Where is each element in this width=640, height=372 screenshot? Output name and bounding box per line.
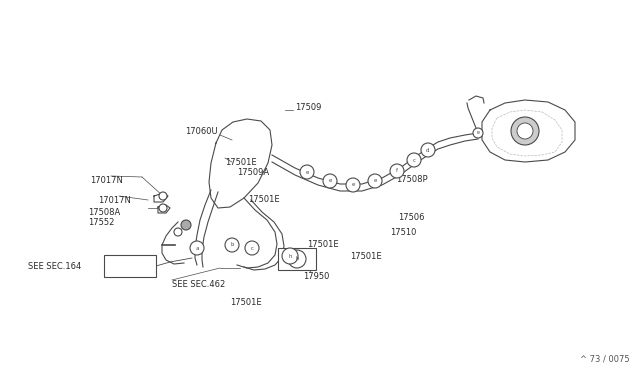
Circle shape [190, 241, 204, 255]
Text: SEE SEC.164: SEE SEC.164 [28, 262, 81, 271]
Text: f: f [396, 169, 398, 173]
Text: 17552: 17552 [88, 218, 115, 227]
Circle shape [282, 248, 298, 264]
Circle shape [159, 204, 167, 212]
Text: 17501E: 17501E [230, 298, 262, 307]
FancyBboxPatch shape [278, 248, 316, 270]
Circle shape [473, 128, 483, 138]
Circle shape [346, 178, 360, 192]
Text: c: c [250, 246, 253, 250]
Text: c: c [413, 157, 415, 163]
Circle shape [323, 174, 337, 188]
Text: 17501E: 17501E [248, 195, 280, 204]
Circle shape [245, 241, 259, 255]
Text: 17501E: 17501E [350, 252, 381, 261]
Text: 17060U: 17060U [185, 127, 218, 136]
Circle shape [181, 220, 191, 230]
Circle shape [407, 153, 421, 167]
Circle shape [174, 228, 182, 236]
Circle shape [511, 117, 539, 145]
Text: ^ 73 / 0075: ^ 73 / 0075 [580, 355, 630, 364]
Text: e: e [305, 170, 308, 174]
Circle shape [159, 192, 167, 200]
Text: 17508P: 17508P [396, 175, 428, 184]
Text: SEE SEC.462: SEE SEC.462 [172, 280, 225, 289]
Text: e: e [477, 131, 479, 135]
FancyBboxPatch shape [104, 255, 156, 277]
Text: e: e [373, 179, 377, 183]
Text: 17509: 17509 [295, 103, 321, 112]
Circle shape [517, 123, 533, 139]
Text: 17950: 17950 [303, 272, 330, 281]
Text: e: e [328, 179, 332, 183]
Text: 17509A: 17509A [237, 168, 269, 177]
Text: 17501E: 17501E [307, 240, 339, 249]
Text: h: h [288, 253, 292, 259]
Text: 17508A: 17508A [88, 208, 120, 217]
Circle shape [300, 165, 314, 179]
Text: d: d [426, 148, 429, 153]
Text: e: e [351, 183, 355, 187]
Circle shape [225, 238, 239, 252]
Text: 17510: 17510 [390, 228, 417, 237]
Text: b: b [230, 243, 234, 247]
Text: 17017N: 17017N [90, 176, 123, 185]
Text: 17506: 17506 [398, 213, 424, 222]
Circle shape [368, 174, 382, 188]
Circle shape [421, 143, 435, 157]
Text: a: a [195, 246, 199, 250]
Circle shape [288, 250, 306, 268]
Text: 17501E: 17501E [225, 158, 257, 167]
Text: h: h [295, 257, 299, 262]
Text: 17017N: 17017N [98, 196, 131, 205]
Circle shape [390, 164, 404, 178]
